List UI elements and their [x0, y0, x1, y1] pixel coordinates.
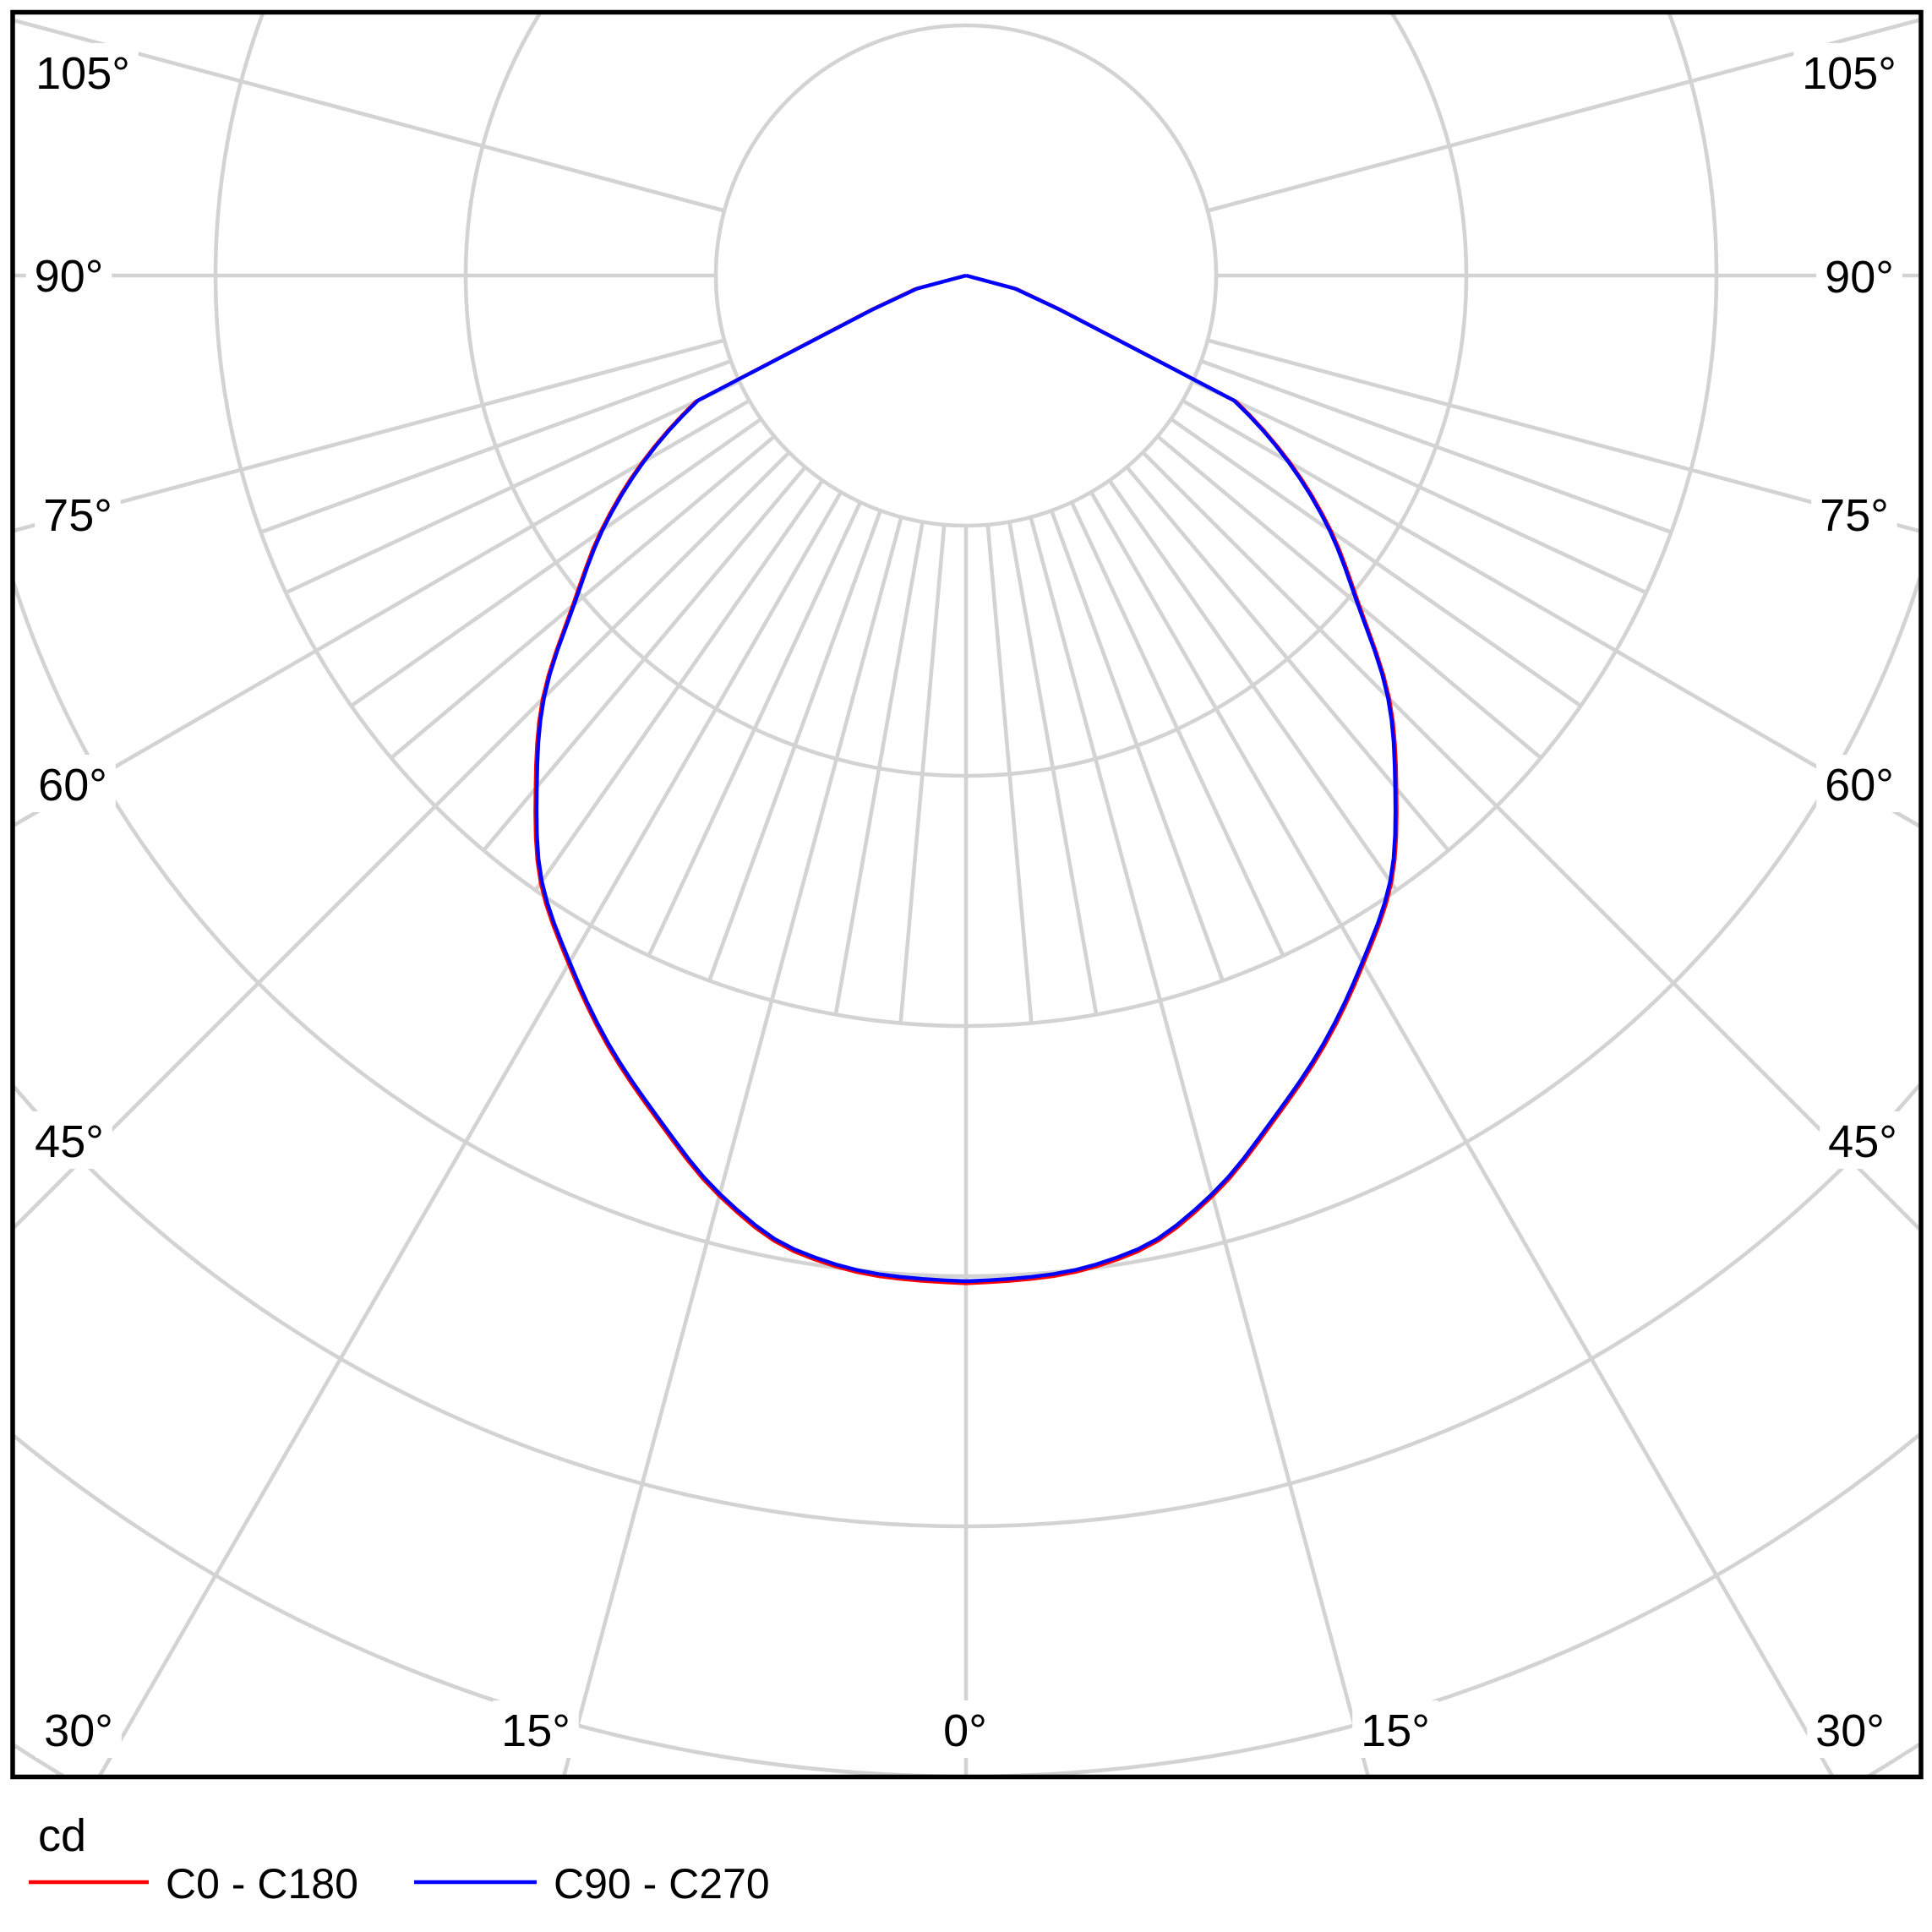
svg-text:0°: 0° [943, 1706, 987, 1756]
svg-text:60°: 60° [1825, 760, 1894, 810]
svg-text:45°: 45° [1828, 1116, 1897, 1167]
svg-text:C90 - C270: C90 - C270 [554, 1860, 770, 1907]
svg-text:90°: 90° [1825, 252, 1894, 303]
svg-text:30°: 30° [44, 1706, 113, 1756]
svg-text:75°: 75° [1820, 490, 1889, 541]
svg-text:75°: 75° [43, 490, 112, 541]
svg-text:30°: 30° [1815, 1706, 1885, 1756]
svg-text:45°: 45° [35, 1116, 104, 1167]
svg-text:90°: 90° [35, 251, 104, 302]
svg-text:105°: 105° [35, 48, 130, 99]
svg-text:cd: cd [38, 1810, 86, 1861]
svg-text:105°: 105° [1802, 48, 1897, 99]
svg-text:60°: 60° [38, 760, 107, 810]
svg-text:15°: 15° [1361, 1706, 1430, 1756]
svg-text:15°: 15° [501, 1706, 570, 1756]
svg-text:C0 - C180: C0 - C180 [166, 1860, 358, 1907]
